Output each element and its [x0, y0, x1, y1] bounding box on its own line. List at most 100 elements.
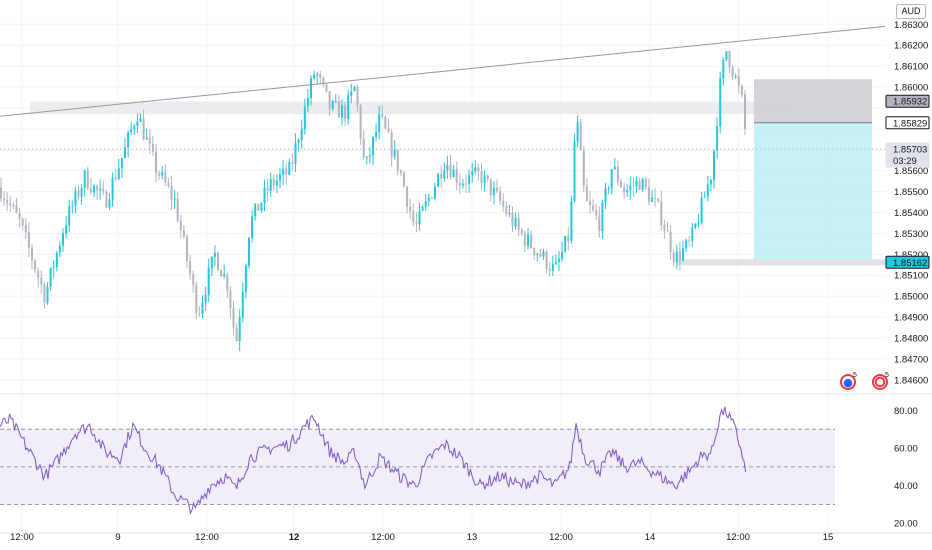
candle-body[interactable] [387, 128, 390, 133]
candle-body[interactable] [46, 286, 49, 303]
candle-body[interactable] [660, 201, 663, 226]
candle-body[interactable] [573, 141, 576, 201]
candle-body[interactable] [430, 197, 433, 199]
candle-body[interactable] [691, 227, 694, 241]
candle-body[interactable] [412, 211, 415, 223]
candle-body[interactable] [285, 168, 288, 175]
candle-body[interactable] [347, 95, 350, 119]
time-axis[interactable]: 12:00 9 12:00 12 12:00 13 12:00 14 12:00 15 [10, 532, 833, 543]
candle-body[interactable] [18, 212, 21, 219]
candle-body[interactable] [114, 177, 117, 180]
candle-body[interactable] [319, 74, 322, 78]
candle-body[interactable] [536, 253, 539, 255]
candle-body[interactable] [331, 101, 334, 109]
candle-body[interactable] [530, 234, 533, 248]
candle-body[interactable] [539, 253, 542, 257]
candle-body[interactable] [486, 175, 489, 180]
candle-body[interactable] [108, 199, 111, 208]
candle-body[interactable] [647, 187, 650, 202]
candle-body[interactable] [186, 236, 188, 261]
price-axis[interactable]: 1.86300 1.86200 1.86100 1.86000 1.85600 1.855… [894, 20, 928, 387]
candle-body[interactable] [77, 190, 80, 197]
candle-body[interactable] [576, 122, 579, 142]
earnings-event-icon[interactable] [872, 374, 888, 390]
candle-body[interactable] [641, 178, 644, 190]
candle-body[interactable] [685, 240, 688, 249]
candle-body[interactable] [68, 206, 71, 226]
candle-body[interactable] [418, 210, 421, 224]
candle-body[interactable] [719, 78, 722, 127]
candle-body[interactable] [623, 187, 626, 193]
candle-body[interactable] [52, 267, 55, 269]
candle-body[interactable] [96, 185, 99, 191]
candle-body[interactable] [133, 125, 136, 130]
candle-body[interactable] [499, 191, 502, 202]
candle-body[interactable] [31, 247, 33, 261]
candle-body[interactable] [263, 187, 266, 204]
candle-body[interactable] [325, 84, 328, 92]
candle-body[interactable] [697, 223, 700, 225]
candle-body[interactable] [449, 165, 452, 178]
candle-body[interactable] [294, 143, 297, 164]
candle-body[interactable] [297, 140, 300, 144]
candle-body[interactable] [396, 149, 399, 171]
candle-body[interactable] [725, 51, 728, 60]
candle-body[interactable] [24, 225, 27, 232]
dividends-event-icon[interactable] [840, 374, 856, 390]
candle-body[interactable] [189, 260, 192, 275]
candle-body[interactable] [12, 204, 15, 206]
candle-body[interactable] [564, 236, 567, 252]
candle-body[interactable] [192, 274, 195, 285]
candle-body[interactable] [406, 186, 409, 207]
candle-body[interactable] [158, 173, 161, 176]
candle-body[interactable] [635, 180, 638, 187]
candle-body[interactable] [139, 118, 142, 122]
candle-body[interactable] [734, 76, 737, 78]
candle-body[interactable] [393, 149, 396, 157]
candle-body[interactable] [545, 251, 548, 269]
candle-body[interactable] [527, 234, 529, 246]
candle-body[interactable] [638, 180, 641, 190]
candle-body[interactable] [657, 198, 660, 202]
candle-body[interactable] [195, 284, 198, 314]
candle-body[interactable] [728, 51, 731, 68]
candle-body[interactable] [0, 187, 2, 199]
candle-body[interactable] [83, 170, 86, 188]
candle-body[interactable] [533, 247, 536, 255]
candle-body[interactable] [179, 220, 182, 231]
candle-body[interactable] [675, 251, 678, 263]
candle-body[interactable] [40, 277, 43, 285]
rsi-line[interactable] [0, 406, 747, 515]
candle-body[interactable] [34, 260, 37, 271]
candle-body[interactable] [415, 222, 418, 224]
candle-body[interactable] [37, 270, 40, 278]
candle-body[interactable] [55, 252, 58, 268]
candle-body[interactable] [461, 183, 464, 186]
candle-body[interactable] [272, 179, 275, 186]
candle-body[interactable] [127, 132, 130, 148]
candle-body[interactable] [610, 169, 613, 189]
candle-body[interactable] [663, 225, 666, 231]
candle-body[interactable] [613, 166, 616, 170]
candle-body[interactable] [266, 187, 269, 192]
candle-body[interactable] [257, 203, 260, 211]
candle-body[interactable] [514, 218, 517, 227]
candle-body[interactable] [130, 129, 133, 133]
candle-body[interactable] [359, 105, 362, 139]
candle-body[interactable] [248, 237, 250, 266]
candle-body[interactable] [440, 173, 443, 179]
candle-body[interactable] [443, 170, 446, 179]
candle-body[interactable] [744, 94, 746, 130]
candle-body[interactable] [601, 202, 604, 231]
candle-body[interactable] [176, 198, 179, 221]
candle-body[interactable] [173, 198, 176, 200]
candle-body[interactable] [306, 98, 309, 107]
candle-body[interactable] [508, 212, 511, 215]
candle-body[interactable] [303, 106, 306, 130]
candle-body[interactable] [362, 138, 365, 158]
candle-body[interactable] [148, 137, 151, 144]
candle-body[interactable] [58, 245, 61, 253]
candle-body[interactable] [567, 236, 570, 242]
candle-body[interactable] [105, 192, 108, 208]
candle-body[interactable] [344, 105, 347, 119]
